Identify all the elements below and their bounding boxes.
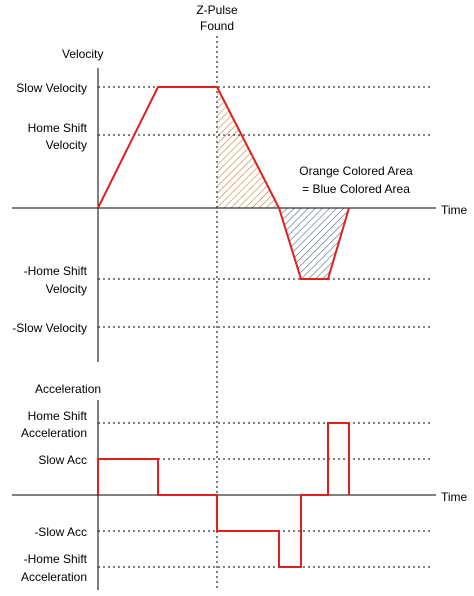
home-shift-velocity-label-line1: Home Shift [28, 121, 88, 135]
area-note-line2: = Blue Colored Area [302, 182, 410, 196]
home-shift-velocity-label-line2: Velocity [46, 138, 87, 152]
home-shift-accel-label-line1: Home Shift [28, 409, 88, 423]
acceleration-axis-title: Acceleration [35, 382, 101, 396]
neg-home-shift-accel-label-line1: -Home Shift [24, 552, 88, 566]
acceleration-trace [97, 422, 350, 568]
neg-home-shift-velocity-label-line2: Velocity [46, 282, 87, 296]
home-shift-accel-label-line2: Acceleration [21, 426, 87, 440]
slow-acc-label: Slow Acc [38, 453, 87, 467]
neg-slow-acc-label: -Slow Acc [34, 525, 87, 539]
velocity-axis-title: Velocity [62, 47, 103, 61]
velocity-time-label: Time [441, 203, 468, 217]
neg-home-shift-accel-label-line2: Acceleration [21, 570, 87, 584]
neg-home-shift-velocity-label-line1: -Home Shift [24, 264, 88, 278]
neg-slow-velocity-label: -Slow Velocity [12, 321, 87, 335]
velocity-trace [97, 86, 350, 280]
zpulse-label-line2: Found [200, 19, 234, 33]
acceleration-time-label: Time [441, 490, 468, 504]
area-note-line1: Orange Colored Area [299, 164, 413, 178]
slow-velocity-label: Slow Velocity [16, 81, 87, 95]
zpulse-label-line1: Z-Pulse [196, 3, 238, 17]
